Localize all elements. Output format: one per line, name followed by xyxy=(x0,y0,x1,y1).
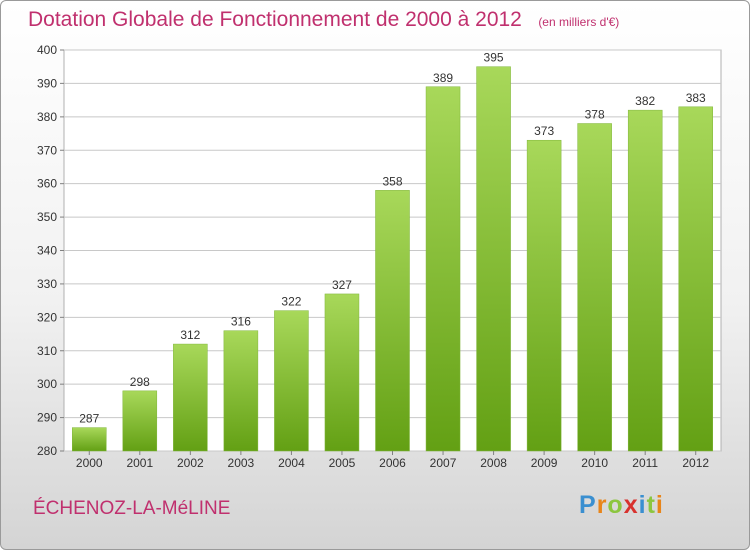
x-tick-label-2002: 2002 xyxy=(177,456,204,470)
bar-2012 xyxy=(678,106,713,452)
data-label-2007: 389 xyxy=(433,71,453,85)
title-row: Dotation Globale de Fonctionnement de 20… xyxy=(28,8,619,32)
x-tick-label-2008: 2008 xyxy=(480,456,507,470)
data-label-2009: 373 xyxy=(534,124,554,138)
commune-name: ÉCHENOZ-LA-MéLINE xyxy=(33,498,231,519)
bar-2007 xyxy=(425,86,461,452)
data-label-2005: 327 xyxy=(332,278,352,292)
bar-2011 xyxy=(627,109,663,452)
data-label-2004: 322 xyxy=(281,295,301,309)
chart-title: Dotation Globale de Fonctionnement de 20… xyxy=(28,8,522,31)
data-labels: 287 298 312 316 322 327 358 389 395 373 378 382 383 xyxy=(79,51,706,426)
data-label-2000: 287 xyxy=(79,412,99,426)
bars xyxy=(72,66,713,452)
data-label-2011: 382 xyxy=(635,94,655,108)
bar-2004 xyxy=(274,310,309,452)
x-tick-label-2000: 2000 xyxy=(76,456,103,470)
bar-2002 xyxy=(173,343,208,452)
data-label-2012: 383 xyxy=(686,91,706,105)
data-label-2001: 298 xyxy=(130,375,150,389)
x-tick-label-2011: 2011 xyxy=(632,456,658,470)
x-tick-label-2009: 2009 xyxy=(531,456,558,470)
x-tick-label-2004: 2004 xyxy=(278,456,305,470)
proxiti-logo: Proxiti xyxy=(579,491,664,519)
y-tick-label: 300 xyxy=(37,377,57,391)
y-tick-label: 360 xyxy=(37,177,57,191)
y-tick-label: 350 xyxy=(37,210,57,224)
x-tick-label-2012: 2012 xyxy=(682,456,709,470)
x-tick-label-2010: 2010 xyxy=(581,456,608,470)
bar-2010 xyxy=(577,123,612,452)
y-axis: 280 290 300 310 320 330 340 350 360 370 380 390 400 xyxy=(37,43,64,458)
y-tick-label: 400 xyxy=(37,43,57,57)
y-tick-label: 310 xyxy=(37,344,57,358)
y-tick-label: 380 xyxy=(37,110,57,124)
data-label-2010: 378 xyxy=(585,108,605,122)
y-tick-label: 340 xyxy=(37,244,57,258)
y-tick-label: 280 xyxy=(37,444,57,458)
data-label-2003: 316 xyxy=(231,315,251,329)
y-tick-label: 330 xyxy=(37,277,57,291)
bar-2000 xyxy=(72,427,107,452)
chart-subtitle: (en milliers d'€) xyxy=(538,15,620,29)
data-label-2006: 358 xyxy=(382,174,402,188)
bar-2009 xyxy=(526,139,562,452)
y-tick-label: 370 xyxy=(37,143,57,157)
x-tick-label-2001: 2001 xyxy=(126,456,153,470)
x-tick-label-2007: 2007 xyxy=(430,456,457,470)
bar-2005 xyxy=(324,293,360,452)
bar-2008 xyxy=(476,66,511,452)
y-tick-label: 320 xyxy=(37,310,57,324)
x-tick-label-2005: 2005 xyxy=(329,456,356,470)
data-label-2008: 395 xyxy=(484,51,504,65)
bar-2001 xyxy=(122,390,158,452)
bar-2003 xyxy=(223,330,259,452)
x-tick-label-2003: 2003 xyxy=(228,456,255,470)
x-tick-label-2006: 2006 xyxy=(379,456,406,470)
y-tick-label: 390 xyxy=(37,76,57,90)
data-label-2002: 312 xyxy=(180,328,200,342)
x-axis: 2000 2001 2002 2003 2004 2005 2006 2007 2008 2009… xyxy=(76,451,709,470)
bar-2006 xyxy=(375,190,410,452)
y-tick-label: 290 xyxy=(37,411,57,425)
